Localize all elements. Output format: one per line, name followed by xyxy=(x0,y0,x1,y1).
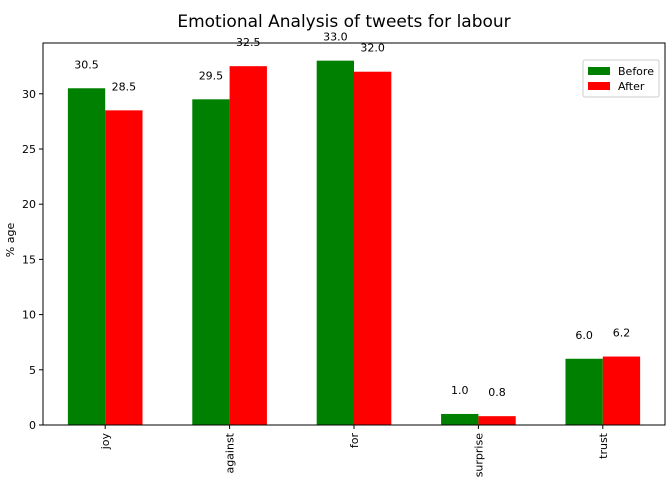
y-tick-label: 5 xyxy=(29,364,36,377)
bar-before-for xyxy=(316,60,354,426)
y-tick-label: 30 xyxy=(22,88,36,101)
legend-label-after: After xyxy=(618,80,645,93)
data-label-after-for: 32.0 xyxy=(360,42,385,55)
x-tick-label-joy: joy xyxy=(99,433,112,451)
legend-label-before: Before xyxy=(618,65,654,78)
bar-before-surprise xyxy=(441,413,479,425)
bar-after-surprise xyxy=(478,416,516,425)
x-tick-label-surprise: surprise xyxy=(472,433,485,478)
bar-before-against xyxy=(192,99,230,425)
y-tick-label: 10 xyxy=(22,309,36,322)
data-label-before-for: 33.0 xyxy=(323,31,348,44)
bar-before-trust xyxy=(565,358,603,425)
chart-title: Emotional Analysis of tweets for labour xyxy=(177,12,510,32)
bar-before-joy xyxy=(67,88,106,425)
bar-after-joy xyxy=(105,110,143,426)
y-tick-label: 15 xyxy=(22,253,36,266)
data-label-after-surprise: 0.8 xyxy=(488,386,506,399)
data-label-after-joy: 28.5 xyxy=(112,80,137,93)
y-tick-label: 25 xyxy=(22,143,36,156)
y-axis-label: % age xyxy=(4,223,17,258)
data-label-before-surprise: 1.0 xyxy=(451,384,469,397)
bar-after-trust xyxy=(602,356,641,425)
y-tick-label: 20 xyxy=(22,198,36,211)
plot-area: 30.529.533.01.06.028.532.5 32.00.86.20510… xyxy=(22,31,666,478)
x-tick-label-trust: trust xyxy=(597,432,610,459)
data-label-after-trust: 6.2 xyxy=(613,327,631,340)
data-label-before-joy: 30.5 xyxy=(74,58,99,71)
x-tick-label-against: against xyxy=(224,432,237,473)
data-label-before-against: 29.5 xyxy=(199,69,224,82)
legend: Before After xyxy=(582,59,660,98)
data-label-before-trust: 6.0 xyxy=(575,329,593,342)
y-tick-label: 0 xyxy=(29,419,36,432)
x-tick-label-for: for xyxy=(348,433,361,449)
legend-swatch-before xyxy=(588,67,610,75)
bar-after-for xyxy=(354,71,392,425)
legend-swatch-after xyxy=(588,82,610,90)
bar-after-against xyxy=(229,66,267,426)
